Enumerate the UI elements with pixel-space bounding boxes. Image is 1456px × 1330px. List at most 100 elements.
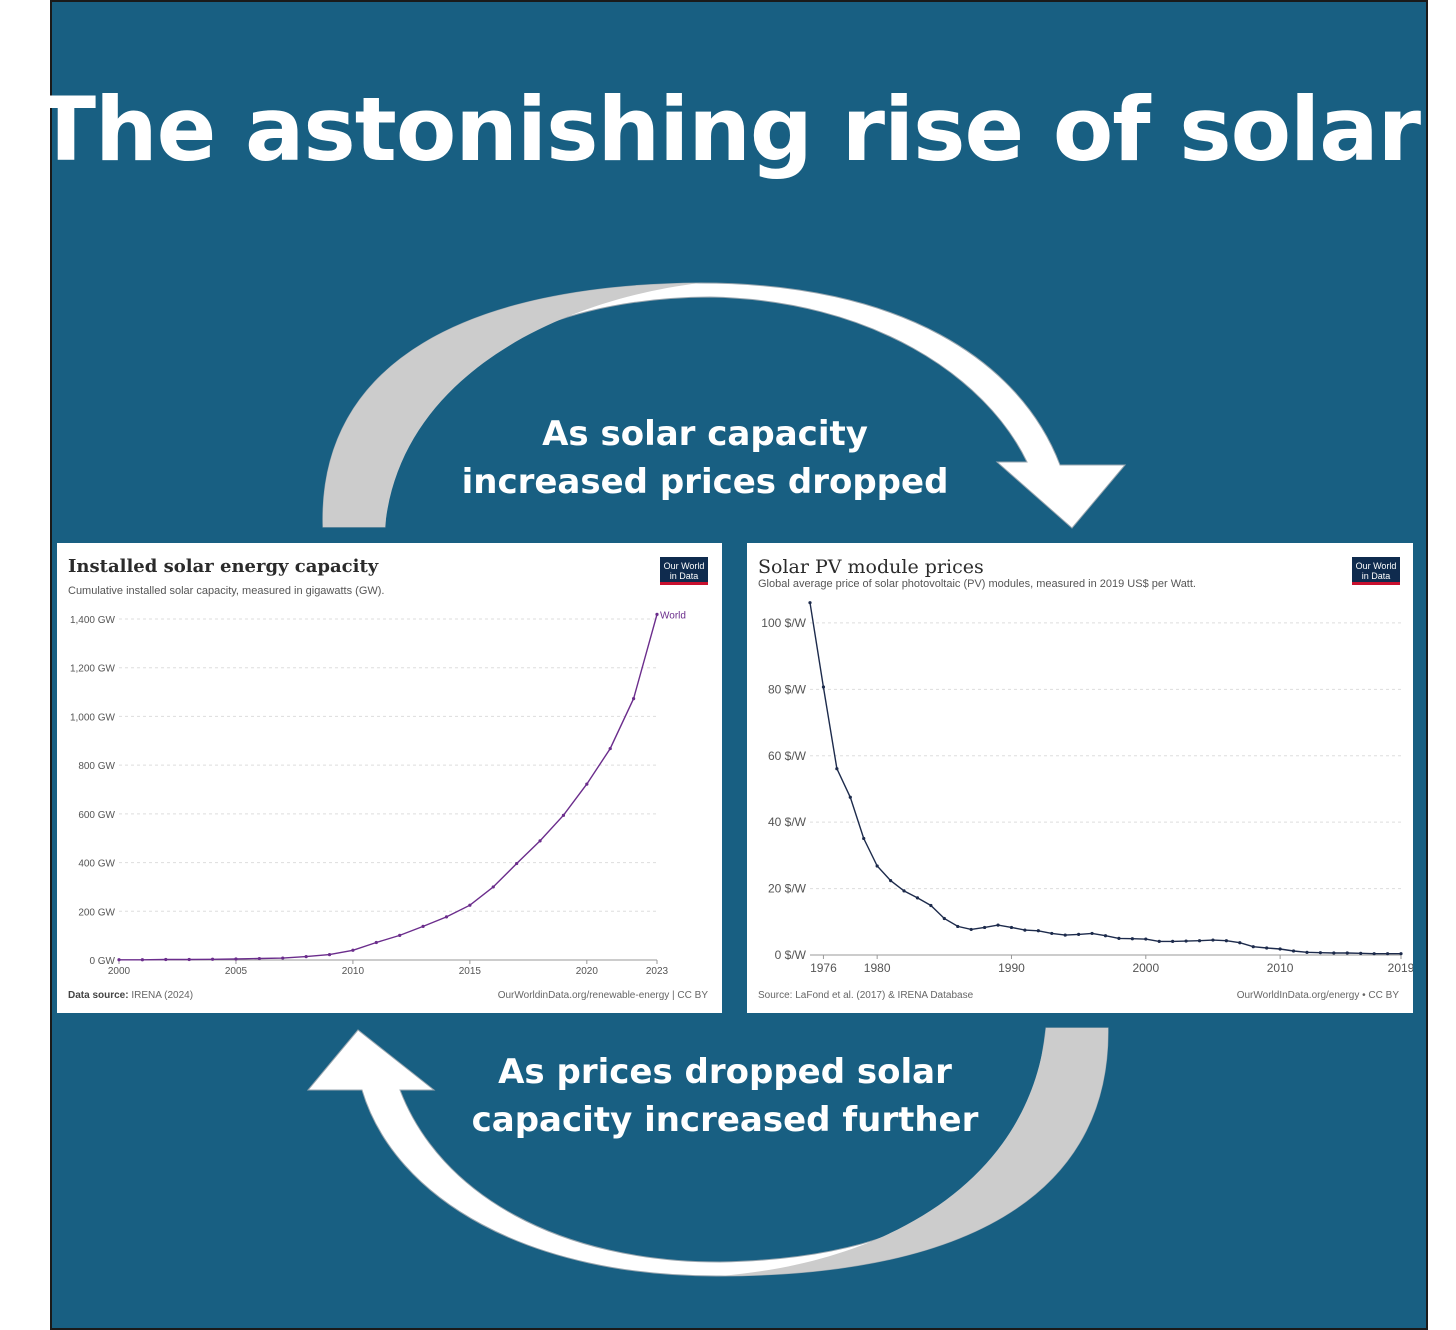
y-tick-label: 1,200 GW xyxy=(70,664,116,675)
data-point xyxy=(956,924,960,929)
data-point xyxy=(632,697,636,701)
data-point xyxy=(538,839,542,843)
x-tick-label: 1980 xyxy=(864,961,891,975)
data-point xyxy=(491,885,495,889)
x-tick-label: 2005 xyxy=(225,966,248,977)
caption-line: As prices dropped solar xyxy=(498,1052,952,1092)
data-point xyxy=(561,813,566,817)
chart-subtitle: Cumulative installed solar capacity, mea… xyxy=(68,585,385,597)
data-point xyxy=(1372,952,1376,956)
data-point xyxy=(875,864,879,868)
data-point xyxy=(398,933,402,937)
data-point xyxy=(835,767,839,771)
owid-logo[interactable]: Our World in Data xyxy=(1352,557,1400,585)
logo-text: in Data xyxy=(669,571,699,581)
y-tick-label: 0 $/W xyxy=(775,948,807,962)
data-point xyxy=(888,879,893,883)
data-point xyxy=(1305,950,1309,954)
data-point xyxy=(1090,931,1094,936)
data-point xyxy=(210,957,215,961)
caption-line: capacity increased further xyxy=(471,1100,979,1140)
logo-text: in Data xyxy=(1361,571,1391,581)
data-point xyxy=(821,685,826,689)
y-tick-label: 1,400 GW xyxy=(70,615,116,626)
caption-prices-to-capacity: As prices dropped solar capacity increas… xyxy=(440,1048,1010,1144)
x-tick-label: 2000 xyxy=(108,966,131,977)
data-point xyxy=(902,889,906,893)
data-point xyxy=(1224,939,1228,943)
data-point xyxy=(281,956,285,960)
y-tick-label: 60 $/W xyxy=(768,749,807,763)
capacity-chart-plot: 0 GW 200 GW 400 GW 600 GW 800 GW 1,000 GW 1,20… xyxy=(70,610,686,977)
data-point xyxy=(1009,925,1014,930)
chart-title: Installed solar energy capacity xyxy=(68,556,379,577)
x-tick-label: 2010 xyxy=(1267,961,1294,975)
x-tick-label: 2020 xyxy=(576,966,599,977)
x-tick-label: 2019 xyxy=(1388,961,1413,975)
data-point xyxy=(929,903,933,908)
data-point xyxy=(996,923,1000,927)
data-point xyxy=(1399,952,1403,956)
chart-credit-link[interactable]: OurWorldInData.org/energy • CC BY xyxy=(1236,990,1399,1001)
prices-chart-panel: Solar PV module prices Global average pr… xyxy=(747,543,1413,1013)
data-point xyxy=(257,956,261,961)
x-tick-label: 1990 xyxy=(998,961,1025,975)
data-point xyxy=(1184,939,1188,943)
data-point xyxy=(848,795,852,799)
y-tick-label: 40 $/W xyxy=(768,815,807,829)
data-point xyxy=(1077,932,1081,937)
series-line xyxy=(809,602,1401,955)
source-label: Data source: xyxy=(68,990,129,1001)
logo-text: Our World xyxy=(1355,561,1397,571)
y-tick-label: 80 $/W xyxy=(768,682,807,696)
data-point xyxy=(1211,938,1215,942)
data-point xyxy=(117,958,121,962)
data-point xyxy=(1130,937,1134,941)
y-tick-label: 400 GW xyxy=(78,859,115,870)
chart-credit-link[interactable]: OurWorldinData.org/renewable-energy | CC… xyxy=(497,990,708,1001)
data-point xyxy=(421,924,425,928)
x-tick-label: 2015 xyxy=(459,966,482,977)
x-tick-label: 2010 xyxy=(342,966,365,977)
data-point xyxy=(915,896,920,900)
logo-text: Our World xyxy=(663,561,705,571)
chart-subtitle: Global average price of solar photovolta… xyxy=(758,578,1196,590)
data-point xyxy=(1318,951,1323,955)
data-point xyxy=(1117,936,1121,940)
top-arc-arrow xyxy=(322,282,1127,529)
source-label: Source: xyxy=(758,990,793,1001)
data-point xyxy=(1332,951,1336,955)
data-point xyxy=(983,925,987,930)
data-point xyxy=(187,957,191,962)
owid-logo[interactable]: Our World in Data xyxy=(660,557,708,585)
data-point xyxy=(1251,945,1255,949)
data-point xyxy=(1278,947,1282,951)
capacity-chart-panel: Installed solar energy capacity Cumulati… xyxy=(57,543,722,1013)
y-tick-label: 1,000 GW xyxy=(70,712,116,723)
chart-source: Source: LaFond et al. (2017) & IRENA Dat… xyxy=(758,990,973,1001)
data-point xyxy=(327,953,332,957)
data-point xyxy=(1385,952,1390,956)
data-point xyxy=(969,927,973,932)
caption-line: increased prices dropped xyxy=(461,462,949,502)
data-point xyxy=(942,916,946,921)
y-tick-label: 200 GW xyxy=(78,907,115,918)
data-point xyxy=(655,612,659,616)
x-tick-label: 2000 xyxy=(1132,961,1159,975)
data-point xyxy=(1291,949,1296,953)
source-value: IRENA (2024) xyxy=(131,990,194,1001)
series-label: World xyxy=(660,610,686,621)
data-point xyxy=(234,957,238,961)
data-point xyxy=(1265,946,1269,950)
caption-line: As solar capacity xyxy=(542,414,868,454)
data-point xyxy=(468,903,472,907)
data-point xyxy=(515,861,519,866)
chart-title: Solar PV module prices xyxy=(758,556,984,578)
data-point xyxy=(1103,934,1108,938)
data-point xyxy=(1036,929,1040,933)
data-point xyxy=(862,836,866,841)
data-point xyxy=(140,958,144,962)
y-tick-label: 0 GW xyxy=(89,956,115,967)
bottom-arc-arrow xyxy=(306,1027,1109,1277)
